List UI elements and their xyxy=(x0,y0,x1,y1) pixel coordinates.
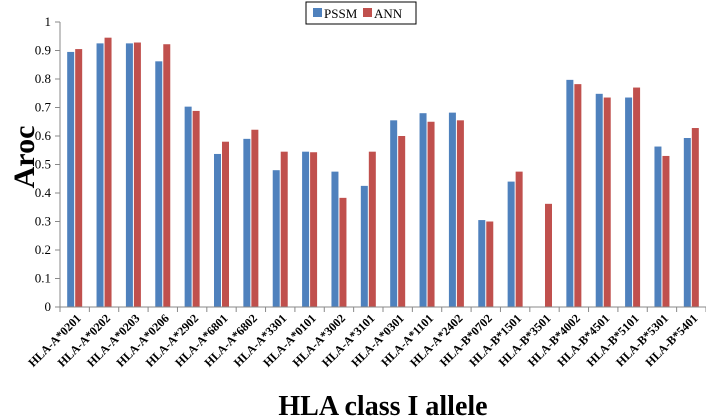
bar-ann-hlaa2902 xyxy=(192,110,200,307)
y-tick-label: 1 xyxy=(45,14,52,29)
bar-pssm-hlaa6802 xyxy=(243,138,251,307)
y-tick-label: 0.1 xyxy=(35,271,51,286)
y-tick-label: 0.5 xyxy=(35,157,51,172)
legend-label-pssm: PSSM xyxy=(324,6,358,21)
y-tick-label: 0.2 xyxy=(35,242,51,257)
bar-ann-hlaa0301 xyxy=(398,136,406,307)
bar-ann-hlab4501 xyxy=(603,97,611,308)
y-tick-label: 0.6 xyxy=(35,128,52,143)
bar-pssm-hlab0702 xyxy=(478,220,486,307)
bar-ann-hlaa6801 xyxy=(222,141,229,307)
y-axis-ticks: 0 0.1 0.2 0.3 0.4 0.5 0.6 0.7 0.8 0.9 1 xyxy=(35,14,60,314)
bar-pssm-hlaa0203 xyxy=(125,43,133,307)
bar-ann-hlab1501 xyxy=(515,171,523,307)
bar-pssm-hlaa1101 xyxy=(419,113,427,307)
bar-ann-hlaa1101 xyxy=(427,121,435,307)
bar-ann-hlab0702 xyxy=(486,221,494,307)
bar-ann-hlab3501 xyxy=(545,203,552,307)
y-tick-label: 0 xyxy=(45,299,52,314)
x-axis-title: HLA class I allele xyxy=(278,391,487,420)
bar-ann-hlab5401 xyxy=(691,128,699,307)
bar-pssm-hlaa3002 xyxy=(331,171,339,307)
bar-pssm-hlaa3301 xyxy=(272,170,280,307)
bar-pssm-hlab1501 xyxy=(507,181,515,307)
bar-ann-hlaa0203 xyxy=(133,42,141,308)
x-axis-category-labels: HLA-A*0201HLA-A*0202HLA-A*0203HLA-A*0206… xyxy=(25,311,700,369)
legend-swatch-pssm xyxy=(313,8,322,17)
bar-ann-hlaa0101 xyxy=(310,152,318,307)
bar-ann-hlaa0202 xyxy=(104,37,112,308)
bar-pssm-hlaa0301 xyxy=(390,120,398,307)
y-tick-label: 0.4 xyxy=(35,185,52,200)
axes xyxy=(59,22,706,312)
bar-pssm-hlaa2902 xyxy=(184,106,192,308)
legend: PSSM ANN xyxy=(305,1,417,25)
bar-ann-hlaa3002 xyxy=(339,197,347,307)
bar-ann-hlab5101 xyxy=(633,87,641,307)
bar-pssm-hlaa2402 xyxy=(448,112,456,307)
bar-pssm-hlaa0202 xyxy=(96,43,104,307)
bar-ann-hlab5301 xyxy=(662,155,670,307)
y-tick-label: 0.7 xyxy=(35,100,52,115)
y-tick-label: 0.3 xyxy=(35,214,51,229)
y-axis-title: Aroc xyxy=(8,126,41,189)
y-tick-label: 0.9 xyxy=(35,43,51,58)
bar-pssm-hlab5301 xyxy=(654,146,662,307)
bar-ann-hlaa3301 xyxy=(280,151,288,307)
bar-pssm-hlaa0101 xyxy=(302,151,310,307)
bar-pssm-hlab5101 xyxy=(625,97,633,308)
bar-pssm-hlab4002 xyxy=(566,79,574,307)
bars xyxy=(67,37,699,308)
legend-label-ann: ANN xyxy=(374,6,403,21)
legend-frame xyxy=(305,1,417,25)
bar-ann-hlaa0201 xyxy=(75,49,83,307)
bar-pssm-hlaa0201 xyxy=(67,51,75,307)
bar-pssm-hlaa0206 xyxy=(155,61,163,307)
bar-pssm-hlab5401 xyxy=(683,137,691,307)
bar-ann-hlaa0206 xyxy=(163,44,171,307)
y-tick-label: 0.8 xyxy=(35,71,51,86)
bar-ann-hlaa6802 xyxy=(251,129,259,307)
bar-ann-hlab4002 xyxy=(574,84,582,307)
bar-pssm-hlaa3101 xyxy=(360,185,368,307)
bar-ann-hlaa2402 xyxy=(456,120,464,307)
legend-swatch-ann xyxy=(363,8,372,17)
bar-pssm-hlaa6801 xyxy=(214,153,221,307)
bar-ann-hlaa3101 xyxy=(368,151,376,307)
bar-pssm-hlab4501 xyxy=(595,93,603,307)
